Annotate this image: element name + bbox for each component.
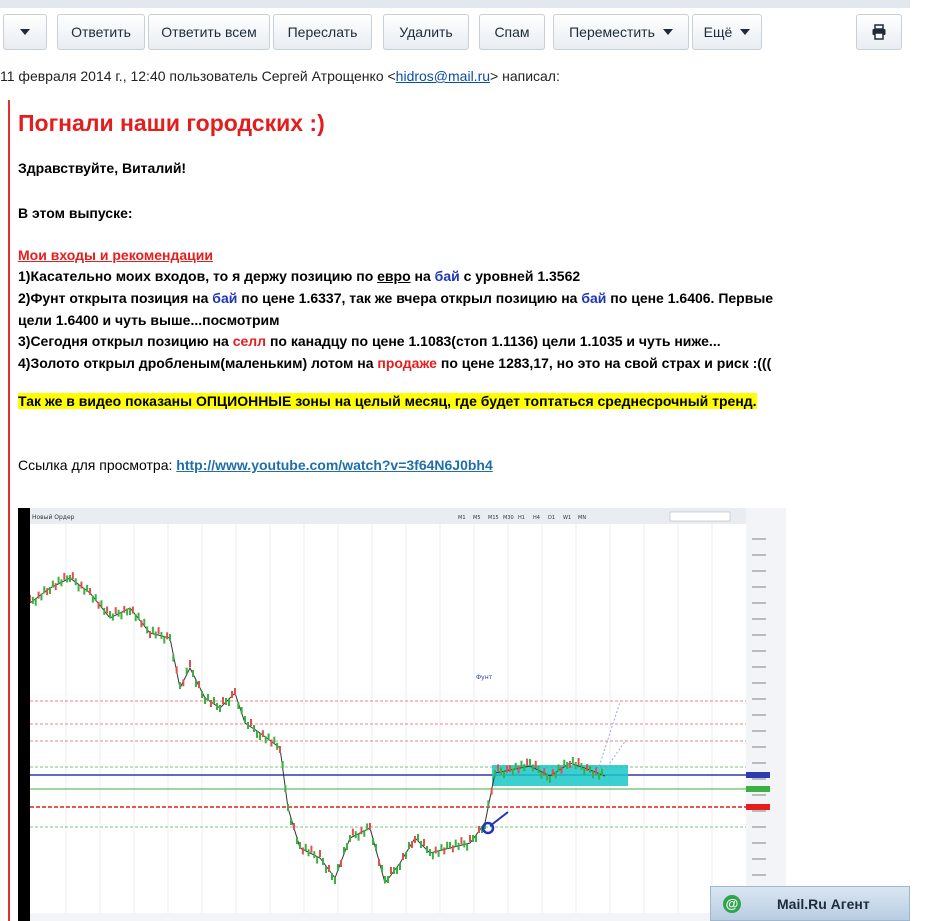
mailru-agent-widget[interactable]: @ Mail.Ru Агент: [710, 886, 910, 921]
print-button[interactable]: [856, 14, 902, 50]
top-strip: [0, 0, 947, 8]
reply-all-label: Ответить всем: [161, 24, 257, 40]
chart-timeframe-w1[interactable]: W1: [563, 515, 571, 521]
more-button[interactable]: Ещё: [692, 14, 762, 50]
line-4: 4)Золото открыл дробленым(маленьким) лот…: [18, 355, 772, 371]
link-label: Ссылка для просмотра:: [18, 457, 177, 473]
message-body: Погнали наши городских :) Здравствуйте, …: [8, 100, 912, 921]
right-edge: [910, 0, 947, 921]
chart-timeframe-d1[interactable]: D1: [548, 515, 555, 521]
agent-at-icon: @: [723, 894, 741, 913]
chart-timeframe-h1[interactable]: H1: [518, 515, 525, 521]
chart-timeframe-h4[interactable]: H4: [533, 515, 540, 521]
message-toolbar: Ответить Ответить всем Переслать Удалить…: [0, 10, 910, 56]
reply-label: Ответить: [71, 24, 131, 40]
issue-heading: В этом выпуске:: [18, 205, 133, 221]
chart-timeframe-m30[interactable]: M30: [503, 515, 514, 521]
message-meta: 11 февраля 2014 г., 12:40 пользователь С…: [0, 68, 560, 84]
chart-toolbar-label: Новый Ордер: [32, 514, 75, 521]
move-label: Переместить: [569, 24, 655, 40]
line-2: 2)Фунт открыта позиция на бай по цене 1.…: [18, 290, 774, 306]
spam-label: Спам: [494, 24, 530, 40]
chart-screenshot: Новый Ордер M1 M5 M15 M30 H1 H4 D1 W1 MN Фунт: [18, 508, 786, 921]
chart-timeframe-mn[interactable]: MN: [578, 515, 586, 521]
chevron-down-icon: [740, 29, 751, 35]
line-1: 1)Касательно моих входов, то я держу поз…: [18, 268, 581, 284]
select-dropdown-button[interactable]: [3, 14, 47, 50]
sender-email-link[interactable]: hidros@mail.ru: [395, 68, 491, 84]
delete-label: Удалить: [399, 24, 453, 40]
greeting: Здравствуйте, Виталий!: [18, 160, 187, 176]
chart-timeframe-m5[interactable]: M5: [473, 515, 481, 521]
video-link[interactable]: http://www.youtube.com/watch?v=3f64N6J0b…: [176, 457, 493, 473]
meta-suffix: > написал:: [490, 68, 560, 84]
move-button[interactable]: Переместить: [553, 14, 689, 50]
chart-image: Новый Ордер M1 M5 M15 M30 H1 H4 D1 W1 MN Фунт: [30, 508, 786, 921]
agent-label: Mail.Ru Агент: [777, 895, 870, 912]
highlight-line: Так же в видео показаны ОПЦИОННЫЕ зоны н…: [18, 393, 757, 409]
delete-button[interactable]: Удалить: [383, 14, 469, 50]
line-3: 3)Сегодня открыл позицию на селл по кана…: [18, 333, 721, 349]
forward-label: Переслать: [287, 24, 358, 40]
section-heading: Мои входы и рекомендации: [18, 247, 213, 263]
chart-timeframe-m15[interactable]: M15: [488, 515, 499, 521]
message-title: Погнали наши городских :): [18, 110, 325, 136]
link-line: Ссылка для просмотра: http://www.youtube…: [18, 457, 493, 473]
reply-all-button[interactable]: Ответить всем: [148, 14, 270, 50]
more-label: Ещё: [703, 24, 733, 40]
spam-button[interactable]: Спам: [479, 14, 545, 50]
chevron-down-icon: [662, 29, 673, 35]
meta-prefix: 11 февраля 2014 г., 12:40 пользователь С…: [0, 68, 396, 84]
chart-symbol-label: Фунт: [476, 674, 493, 681]
line-2-cont: цели 1.6400 и чуть выше...посмотрим: [18, 312, 280, 328]
reply-button[interactable]: Ответить: [57, 14, 145, 50]
chart-timeframe-m1[interactable]: M1: [458, 515, 466, 521]
printer-icon: [872, 24, 886, 40]
chevron-down-icon: [20, 29, 30, 35]
forward-button[interactable]: Переслать: [273, 14, 372, 50]
